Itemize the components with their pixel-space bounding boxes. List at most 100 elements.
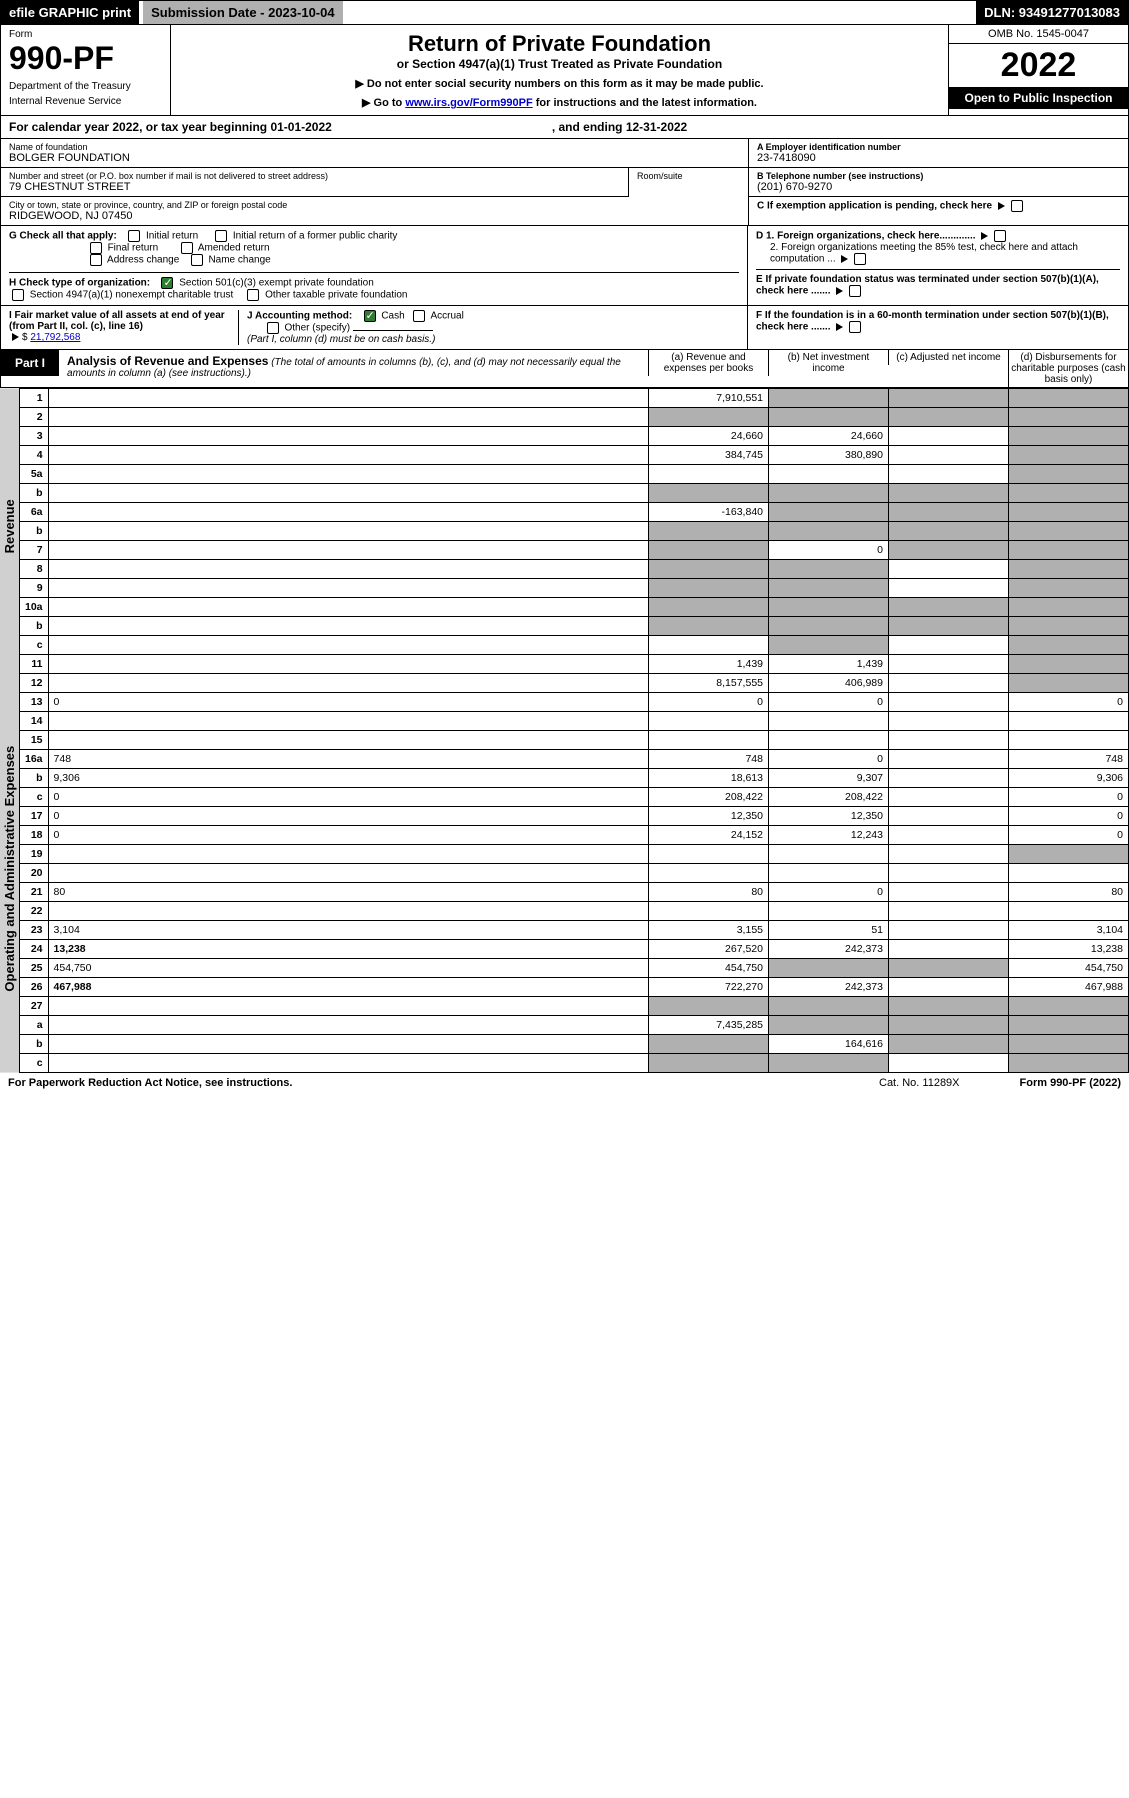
checkbox-final[interactable]: [90, 242, 102, 254]
amount-cell: [889, 617, 1009, 636]
checkbox-c[interactable]: [1011, 200, 1023, 212]
amount-cell: 8,157,555: [649, 674, 769, 693]
checkbox-accrual[interactable]: [413, 310, 425, 322]
line-number: b: [20, 617, 49, 636]
table-row: 17,910,551: [20, 389, 1129, 408]
amount-cell: 384,745: [649, 446, 769, 465]
cal-begin: For calendar year 2022, or tax year begi…: [9, 120, 332, 134]
entity-info: Name of foundation BOLGER FOUNDATION Num…: [0, 139, 1129, 226]
amount-cell: [769, 617, 889, 636]
checkbox-other-acct[interactable]: [267, 322, 279, 334]
amount-cell: 7,435,285: [649, 1016, 769, 1035]
checkbox-other-tax[interactable]: [247, 289, 259, 301]
amount-cell: [889, 484, 1009, 503]
amount-cell: 454,750: [1009, 959, 1129, 978]
amount-cell: [889, 864, 1009, 883]
amount-cell: [769, 522, 889, 541]
line-number: 22: [20, 902, 49, 921]
line-number: 23: [20, 921, 49, 940]
line-number: 17: [20, 807, 49, 826]
checkbox-amended[interactable]: [181, 242, 193, 254]
revenue-label: Revenue: [0, 388, 19, 664]
line-desc: [48, 408, 648, 427]
amount-cell: [889, 1035, 1009, 1054]
table-row: 128,157,555406,989: [20, 674, 1129, 693]
amount-cell: [889, 1054, 1009, 1073]
amount-cell: [649, 731, 769, 750]
amount-cell: [1009, 864, 1129, 883]
amount-cell: -163,840: [649, 503, 769, 522]
amount-cell: [769, 1016, 889, 1035]
amount-cell: 24,660: [649, 427, 769, 446]
amount-cell: 9,307: [769, 769, 889, 788]
amount-cell: [769, 389, 889, 408]
amount-cell: 0: [1009, 693, 1129, 712]
header-center: Return of Private Foundation or Section …: [171, 25, 948, 115]
line-desc: 13,238: [48, 940, 648, 959]
table-row: c: [20, 1054, 1129, 1073]
checkbox-initial[interactable]: [128, 230, 140, 242]
checkbox-namechg[interactable]: [191, 254, 203, 266]
checkbox-e[interactable]: [849, 285, 861, 297]
table-row: 70: [20, 541, 1129, 560]
amount-cell: [1009, 408, 1129, 427]
table-row: 4384,745380,890: [20, 446, 1129, 465]
line-desc: 0: [48, 826, 648, 845]
line-number: 27: [20, 997, 49, 1016]
arrow-icon: [998, 202, 1005, 210]
amount-cell: [649, 902, 769, 921]
amount-cell: [1009, 1035, 1129, 1054]
amount-cell: [889, 408, 1009, 427]
amount-cell: 164,616: [769, 1035, 889, 1054]
line-desc: [48, 427, 648, 446]
line-desc: 0: [48, 807, 648, 826]
line-number: 3: [20, 427, 49, 446]
irs-label: Internal Revenue Service: [9, 96, 162, 107]
col-d-hdr: (d) Disbursements for charitable purpose…: [1008, 350, 1128, 387]
cat-no: Cat. No. 11289X: [879, 1077, 960, 1089]
g-h-section: G Check all that apply: Initial return I…: [1, 226, 748, 305]
table-row: 22: [20, 902, 1129, 921]
form-title: Return of Private Foundation: [179, 31, 940, 57]
checkbox-4947[interactable]: [12, 289, 24, 301]
amount-cell: [889, 712, 1009, 731]
checkbox-cash[interactable]: [364, 310, 376, 322]
amount-cell: [769, 560, 889, 579]
amount-cell: 722,270: [649, 978, 769, 997]
checkbox-initial-former[interactable]: [215, 230, 227, 242]
checkbox-address[interactable]: [90, 254, 102, 266]
fmv-link[interactable]: 21,792,568: [30, 332, 80, 343]
line-desc: 3,104: [48, 921, 648, 940]
form-number: 990-PF: [9, 40, 162, 77]
amount-cell: [649, 617, 769, 636]
table-row: 20: [20, 864, 1129, 883]
amount-cell: [889, 389, 1009, 408]
amount-cell: [889, 655, 1009, 674]
checkbox-d1[interactable]: [994, 230, 1006, 242]
amount-cell: [1009, 636, 1129, 655]
checkbox-f[interactable]: [849, 321, 861, 333]
checkbox-d2[interactable]: [854, 253, 866, 265]
amount-cell: [769, 997, 889, 1016]
line-number: c: [20, 1054, 49, 1073]
amount-cell: 0: [769, 541, 889, 560]
amount-cell: 18,613: [649, 769, 769, 788]
form-ref: Form 990-PF (2022): [1020, 1077, 1121, 1089]
expenses-label: Operating and Administrative Expenses: [0, 664, 19, 1073]
note-url: ▶ Go to www.irs.gov/Form990PF for instru…: [179, 96, 940, 109]
d-e-section: D 1. Foreign organizations, check here..…: [748, 226, 1128, 305]
line-number: 19: [20, 845, 49, 864]
amount-cell: [889, 541, 1009, 560]
line-number: 4: [20, 446, 49, 465]
amount-cell: [889, 997, 1009, 1016]
amount-cell: [889, 883, 1009, 902]
amount-cell: [889, 940, 1009, 959]
amount-cell: [649, 598, 769, 617]
amount-cell: [889, 560, 1009, 579]
form990pf-link[interactable]: www.irs.gov/Form990PF: [405, 97, 532, 109]
line-number: c: [20, 636, 49, 655]
amount-cell: [889, 674, 1009, 693]
amount-cell: [769, 579, 889, 598]
amount-cell: [889, 598, 1009, 617]
checkbox-501c3[interactable]: [161, 277, 173, 289]
